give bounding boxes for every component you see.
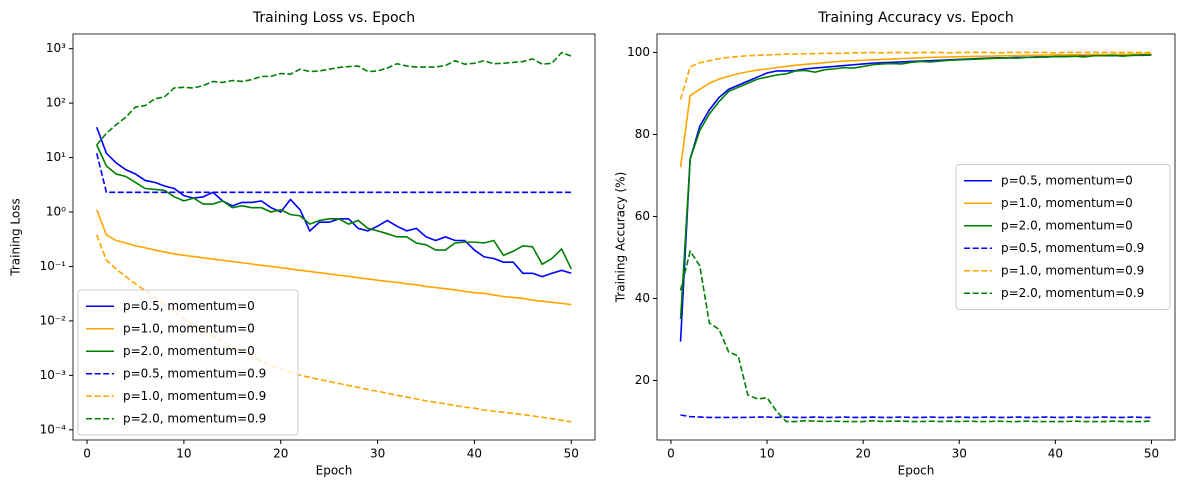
x-tick-label: 10 <box>176 447 191 461</box>
series-line <box>95 209 572 306</box>
x-tick-label: 40 <box>467 447 482 461</box>
x-tick-label: 40 <box>1048 447 1063 461</box>
series-line <box>679 54 1152 320</box>
x-tick-label: 50 <box>1144 447 1159 461</box>
legend-label: p=0.5, momentum=0 <box>123 299 255 313</box>
y-tick-label: 10⁰ <box>46 205 66 219</box>
subplot: 0 10 20 30 40 50 20 40 60 80 100 Training Accuracy … <box>614 10 1176 478</box>
legend-box <box>77 289 299 436</box>
x-tick-label: 0 <box>83 447 91 461</box>
y-tick-label: 60 <box>635 209 650 223</box>
legend-label: p=1.0, momentum=0 <box>1001 196 1133 210</box>
series-line <box>680 414 1152 419</box>
y-tick-label: 20 <box>635 373 650 387</box>
y-tick-label: 10⁻⁴ <box>40 422 67 436</box>
series-line <box>679 249 1152 423</box>
legend-label: p=0.5, momentum=0.9 <box>123 366 266 380</box>
legend-box <box>955 164 1171 310</box>
legend-label: p=1.0, momentum=0.9 <box>1001 263 1144 277</box>
legend-label: p=2.0, momentum=0.9 <box>123 411 266 425</box>
series-line <box>679 51 1152 100</box>
y-tick-label: 10⁻² <box>40 313 67 327</box>
y-axis-label: Training Accuracy (%) <box>614 172 628 304</box>
x-tick-label: 50 <box>564 447 579 461</box>
series-line <box>95 127 572 278</box>
y-tick-label: 10² <box>46 96 66 110</box>
legend-label: p=1.0, momentum=0.9 <box>123 389 266 403</box>
series-line <box>679 53 1152 168</box>
x-tick-label: 10 <box>759 447 774 461</box>
legend-label: p=2.0, momentum=0 <box>123 344 255 358</box>
legend-label: p=2.0, momentum=0.9 <box>1001 286 1144 300</box>
x-tick-label: 20 <box>273 447 288 461</box>
subplot: 0 10 20 30 40 50 10⁻⁴ 10⁻³ 10⁻² 10⁻¹ 10⁰ 10¹ 10² 10³ T… <box>9 10 596 478</box>
legend-label: p=0.5, momentum=0.9 <box>1001 241 1144 255</box>
series-line <box>95 153 572 194</box>
legend: p=0.5, momentum=0 p=1.0, momentum=0 p=2.0,… <box>955 164 1171 310</box>
x-axis-label: Epoch <box>898 464 935 478</box>
x-axis-label: Epoch <box>316 464 353 478</box>
y-tick-label: 100 <box>627 45 650 59</box>
x-tick-label: 30 <box>952 447 967 461</box>
y-tick-label: 10³ <box>46 41 66 55</box>
axes-frame <box>72 33 596 441</box>
y-tick-label: 10¹ <box>46 150 66 164</box>
y-tick-label: 10⁻¹ <box>40 259 67 273</box>
legend-label: p=2.0, momentum=0 <box>1001 218 1133 232</box>
x-tick-label: 20 <box>856 447 871 461</box>
y-tick-label: 40 <box>635 291 650 305</box>
y-tick-label: 80 <box>635 127 650 141</box>
legend-label: p=0.5, momentum=0 <box>1001 173 1133 187</box>
series-line <box>96 144 572 270</box>
x-tick-label: 30 <box>370 447 385 461</box>
y-tick-label: 10⁻³ <box>40 368 67 382</box>
axes-frame <box>656 33 1176 441</box>
x-tick-label: 0 <box>667 447 675 461</box>
y-axis-label: Training Loss <box>9 198 23 276</box>
series-line <box>96 51 572 146</box>
legend: p=0.5, momentum=0 p=1.0, momentum=0 p=2.0,… <box>77 289 299 436</box>
chart-title: Training Loss vs. Epoch <box>252 10 415 26</box>
chart-title: Training Accuracy vs. Epoch <box>817 10 1013 26</box>
legend-label: p=1.0, momentum=0 <box>123 321 255 335</box>
